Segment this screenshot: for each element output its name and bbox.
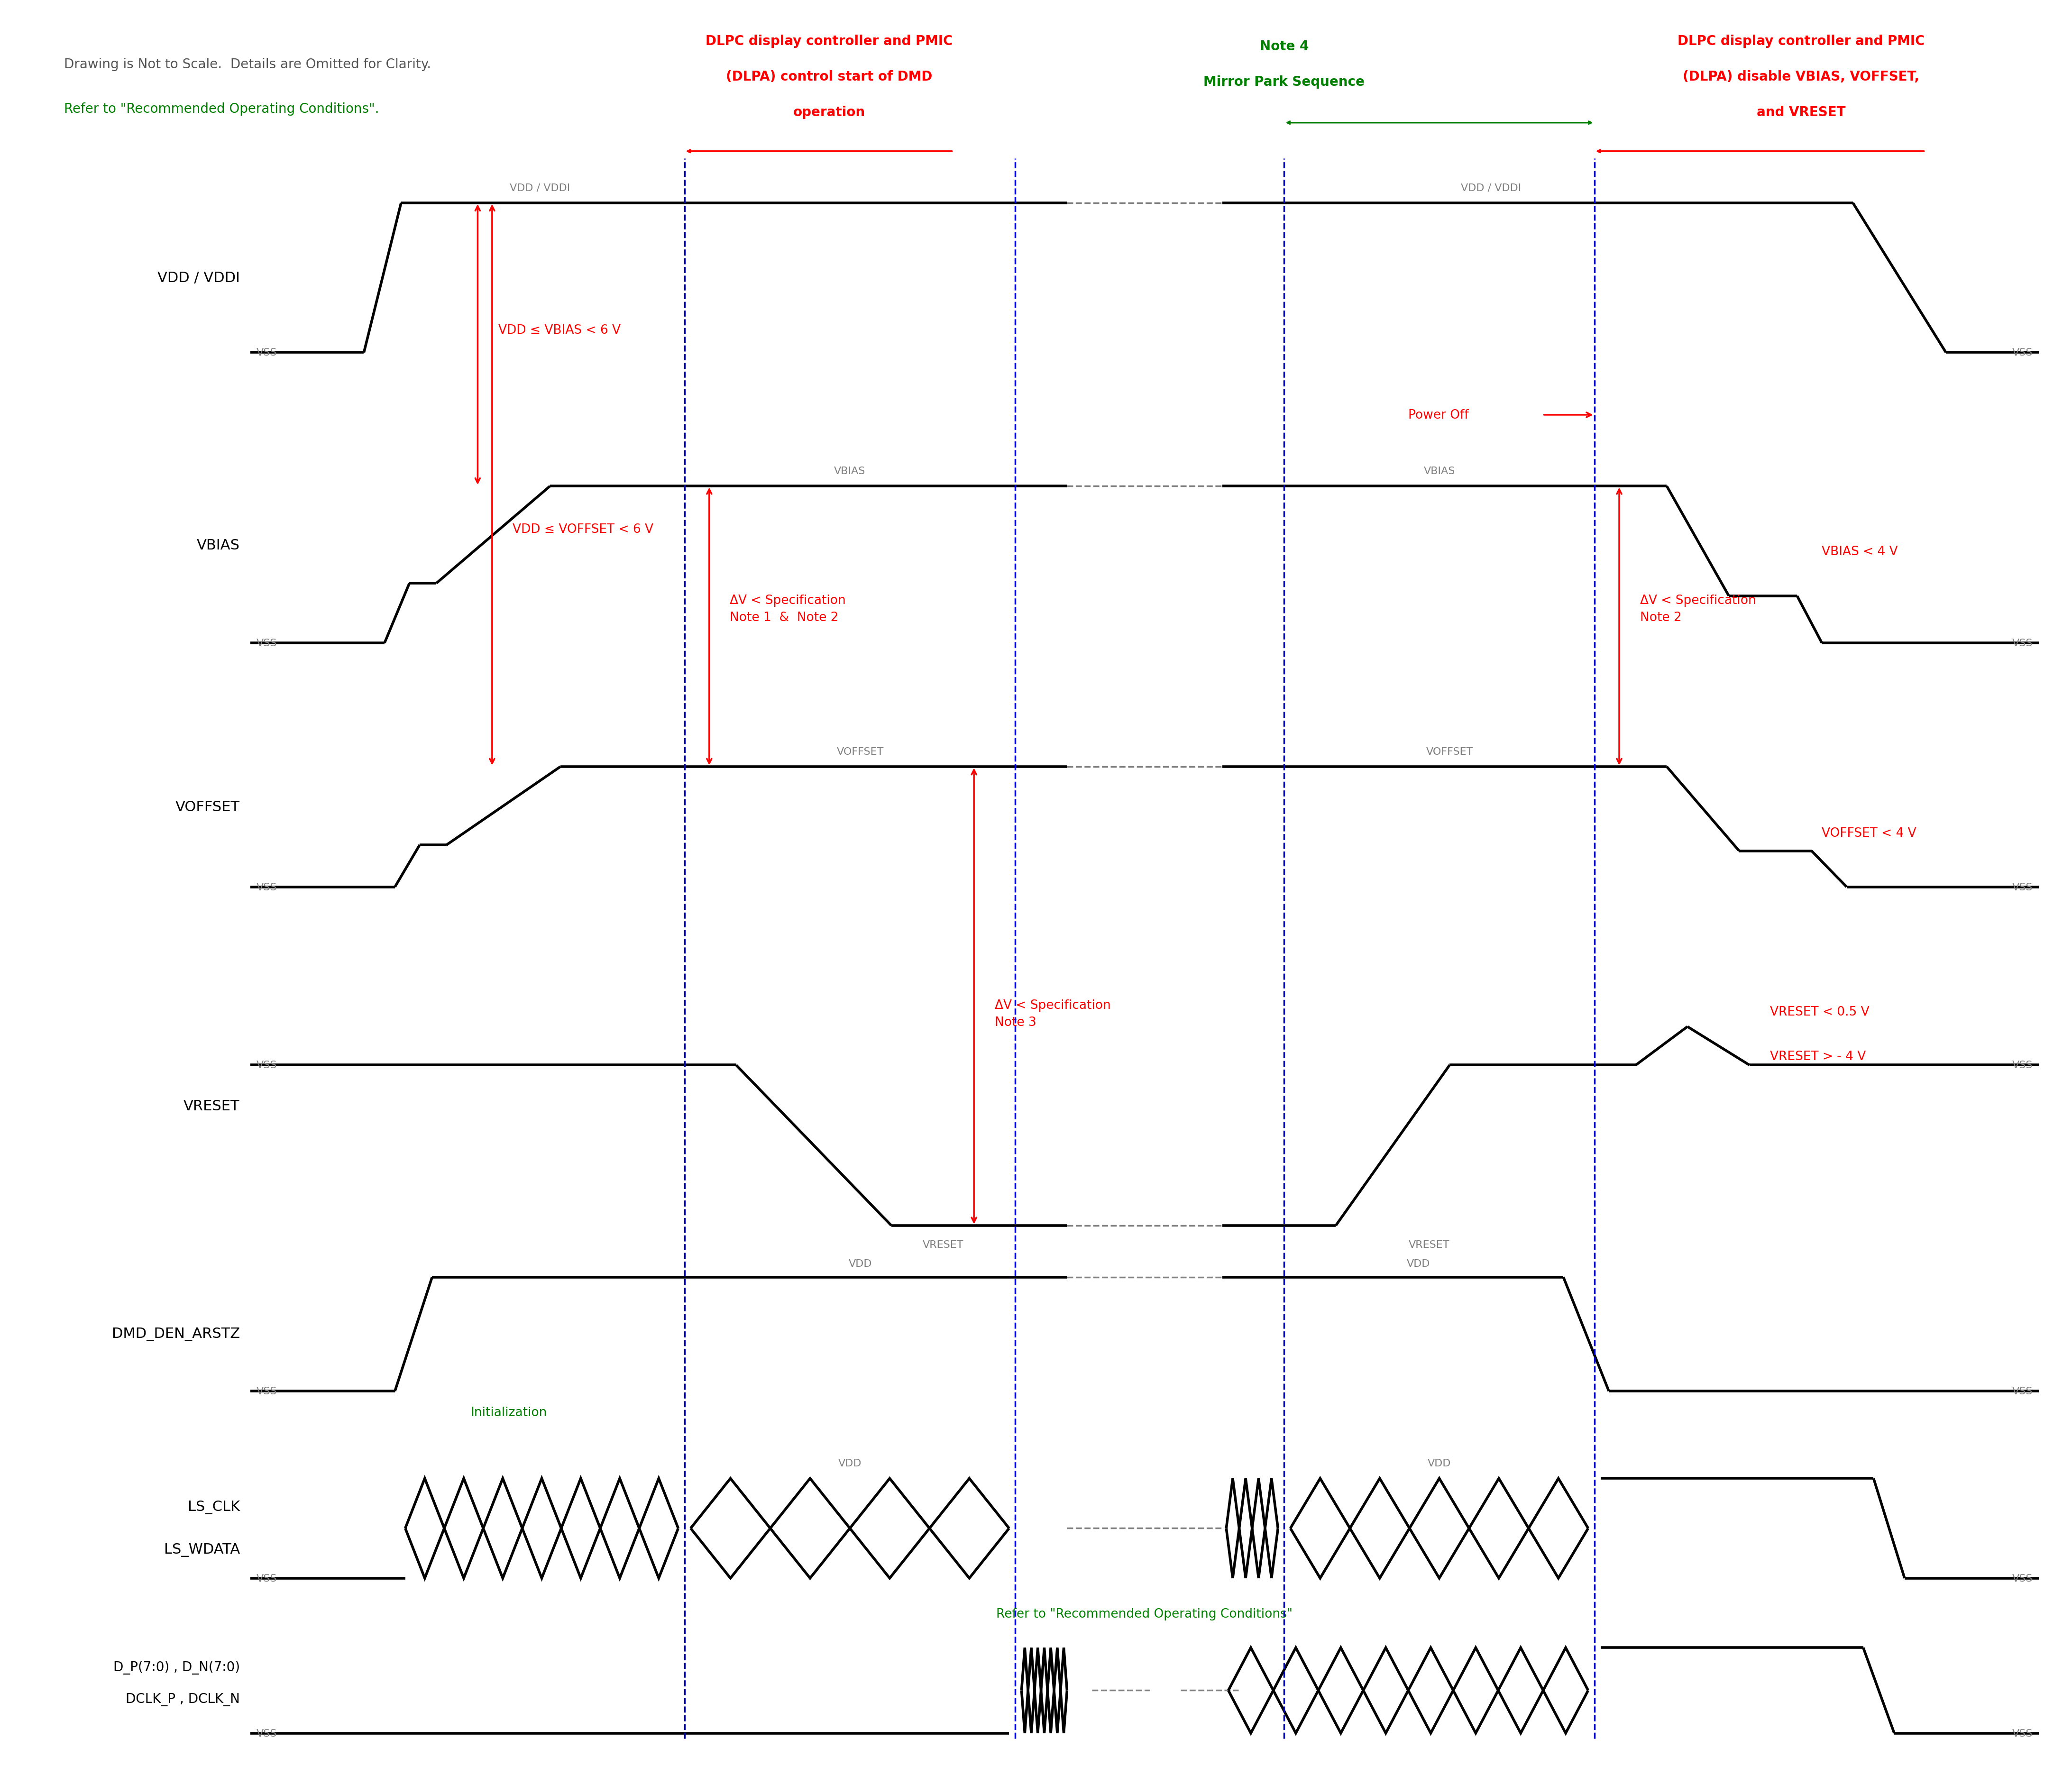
Text: VDD: VDD bbox=[847, 1258, 872, 1269]
Text: LS_CLK: LS_CLK bbox=[189, 1499, 240, 1514]
Text: VSS: VSS bbox=[257, 639, 278, 648]
Text: VSS: VSS bbox=[2012, 1573, 2033, 1583]
Text: VSS: VSS bbox=[257, 882, 278, 892]
Text: VSS: VSS bbox=[257, 348, 278, 357]
Text: VSS: VSS bbox=[257, 1387, 278, 1396]
Text: D_P(7:0) , D_N(7:0): D_P(7:0) , D_N(7:0) bbox=[114, 1660, 240, 1674]
Text: VBIAS: VBIAS bbox=[835, 466, 866, 477]
Text: operation: operation bbox=[794, 105, 866, 120]
Text: Note 4: Note 4 bbox=[1260, 39, 1310, 54]
Text: VSS: VSS bbox=[2012, 1060, 2033, 1069]
Text: ΔV < Specification
Note 3: ΔV < Specification Note 3 bbox=[995, 1000, 1111, 1028]
Text: VDD ≤ VOFFSET < 6 V: VDD ≤ VOFFSET < 6 V bbox=[512, 523, 653, 536]
Text: VDD / VDDI: VDD / VDDI bbox=[510, 184, 570, 193]
Text: Power Off: Power Off bbox=[1409, 409, 1469, 421]
Text: DCLK_P , DCLK_N: DCLK_P , DCLK_N bbox=[126, 1692, 240, 1706]
Text: Drawing is Not to Scale.  Details are Omitted for Clarity.: Drawing is Not to Scale. Details are Omi… bbox=[64, 57, 431, 71]
Text: VBIAS < 4 V: VBIAS < 4 V bbox=[1821, 546, 1898, 557]
Text: VSS: VSS bbox=[257, 1573, 278, 1583]
Text: DMD_DEN_ARSTZ: DMD_DEN_ARSTZ bbox=[112, 1328, 240, 1341]
Text: (DLPA) disable VBIAS, VOFFSET,: (DLPA) disable VBIAS, VOFFSET, bbox=[1682, 70, 1919, 84]
Text: Refer to "Recommended Operating Conditions".: Refer to "Recommended Operating Conditio… bbox=[64, 102, 379, 116]
Text: VDD ≤ VBIAS < 6 V: VDD ≤ VBIAS < 6 V bbox=[497, 325, 622, 337]
Text: and VRESET: and VRESET bbox=[1757, 105, 1846, 120]
Text: VSS: VSS bbox=[257, 1060, 278, 1069]
Text: Mirror Park Sequence: Mirror Park Sequence bbox=[1204, 75, 1365, 89]
Text: VSS: VSS bbox=[2012, 639, 2033, 648]
Text: VRESET < 0.5 V: VRESET < 0.5 V bbox=[1769, 1005, 1869, 1017]
Text: VSS: VSS bbox=[257, 1728, 278, 1739]
Text: VSS: VSS bbox=[2012, 348, 2033, 357]
Text: VRESET: VRESET bbox=[922, 1241, 963, 1249]
Text: VDD: VDD bbox=[1407, 1258, 1430, 1269]
Text: VRESET: VRESET bbox=[184, 1100, 240, 1114]
Text: VOFFSET: VOFFSET bbox=[1426, 746, 1473, 757]
Text: VSS: VSS bbox=[2012, 1387, 2033, 1396]
Text: VOFFSET: VOFFSET bbox=[176, 800, 240, 814]
Text: VSS: VSS bbox=[2012, 882, 2033, 892]
Text: ΔV < Specification
Note 1  &  Note 2: ΔV < Specification Note 1 & Note 2 bbox=[729, 594, 845, 623]
Text: (DLPA) control start of DMD: (DLPA) control start of DMD bbox=[725, 70, 932, 84]
Text: VDD / VDDI: VDD / VDDI bbox=[157, 271, 240, 286]
Text: VOFFSET: VOFFSET bbox=[837, 746, 885, 757]
Text: VSS: VSS bbox=[2012, 1728, 2033, 1739]
Text: VRESET: VRESET bbox=[1409, 1241, 1450, 1249]
Text: VBIAS: VBIAS bbox=[1423, 466, 1455, 477]
Text: Initialization: Initialization bbox=[470, 1407, 547, 1419]
Text: VDD: VDD bbox=[1428, 1458, 1450, 1467]
Text: VOFFSET < 4 V: VOFFSET < 4 V bbox=[1821, 826, 1917, 839]
Text: VDD / VDDI: VDD / VDDI bbox=[1461, 184, 1521, 193]
Text: ΔV < Specification
Note 2: ΔV < Specification Note 2 bbox=[1639, 594, 1755, 623]
Text: DLPC display controller and PMIC: DLPC display controller and PMIC bbox=[707, 34, 953, 48]
Text: DLPC display controller and PMIC: DLPC display controller and PMIC bbox=[1678, 34, 1925, 48]
Text: LS_WDATA: LS_WDATA bbox=[164, 1542, 240, 1557]
Text: VDD: VDD bbox=[839, 1458, 862, 1467]
Text: VBIAS: VBIAS bbox=[197, 539, 240, 552]
Text: VRESET > - 4 V: VRESET > - 4 V bbox=[1769, 1050, 1867, 1062]
Text: Refer to "Recommended Operating Conditions": Refer to "Recommended Operating Conditio… bbox=[997, 1608, 1293, 1621]
